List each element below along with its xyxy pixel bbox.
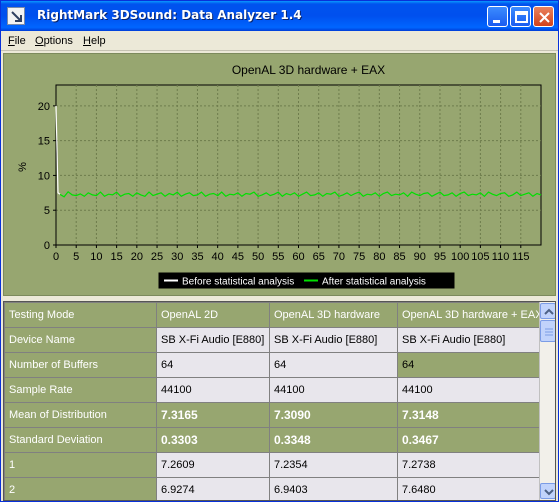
table-cell[interactable]: 7.3165 (156, 402, 270, 428)
x-tick-label: 55 (272, 251, 284, 263)
x-tick-label: 85 (393, 251, 405, 263)
row-header-cell[interactable]: Standard Deviation (4, 427, 157, 453)
table-cell[interactable]: 7.6480 (397, 477, 544, 500)
x-tick-label: 80 (373, 251, 385, 263)
x-tick-label: 100 (451, 251, 469, 263)
x-tick-label: 50 (252, 251, 264, 263)
x-tick-label: 60 (292, 251, 304, 263)
x-tick-label: 10 (90, 251, 102, 263)
y-tick-label: 15 (38, 136, 50, 148)
table-cell[interactable]: 64 (397, 352, 544, 378)
series-before-line (55, 105, 61, 195)
x-tick-label: 115 (512, 251, 530, 263)
table-cell[interactable]: 7.2738 (397, 452, 544, 478)
table-cell[interactable]: OpenAL 3D hardware (269, 302, 398, 328)
table-cell[interactable]: 7.3090 (269, 402, 398, 428)
y-tick-label: 10 (38, 170, 50, 182)
x-tick-label: 110 (492, 251, 510, 263)
app-arrow-icon[interactable] (7, 7, 25, 25)
x-tick-label: 90 (414, 251, 426, 263)
series-after-line (59, 190, 542, 198)
x-tick-label: 30 (171, 251, 183, 263)
menu-options[interactable]: Options (35, 35, 73, 47)
close-button[interactable] (533, 6, 554, 27)
legend-label: Before statistical analysis (182, 277, 294, 288)
x-tick-label: 35 (191, 251, 203, 263)
x-tick-label: 65 (313, 251, 325, 263)
scroll-thumb[interactable] (540, 320, 555, 342)
table-row[interactable]: 1 7.2609 7.2354 7.2738 (4, 452, 544, 478)
table-row[interactable]: 2 6.9274 6.9403 7.6480 (4, 477, 544, 500)
table-cell[interactable]: 0.3348 (269, 427, 398, 453)
x-tick-label: 15 (111, 251, 123, 263)
results-table: Testing Mode OpenAL 2D OpenAL 3D hardware O… (4, 302, 544, 500)
vertical-scrollbar[interactable] (539, 302, 555, 500)
menu-help[interactable]: Help (83, 35, 106, 47)
table-cell[interactable]: SB X-Fi Audio [E880] (269, 327, 398, 353)
table-row[interactable]: Mean of Distribution 7.3165 7.3090 7.3148 (4, 402, 544, 428)
table-cell[interactable]: 7.2354 (269, 452, 398, 478)
table-cell[interactable]: 0.3303 (156, 427, 270, 453)
row-header-cell[interactable]: Sample Rate (4, 377, 157, 403)
scroll-up-button[interactable] (540, 303, 555, 319)
table-cell[interactable]: SB X-Fi Audio [E880] (397, 327, 544, 353)
x-tick-label: 45 (232, 251, 244, 263)
table-cell[interactable]: 0.3467 (397, 427, 544, 453)
x-tick-label: 20 (131, 251, 143, 263)
table-row[interactable]: Device Name SB X-Fi Audio [E880] SB X-Fi A… (4, 327, 544, 353)
table-cell[interactable]: 6.9274 (156, 477, 270, 500)
row-header-cell[interactable]: Mean of Distribution (4, 402, 157, 428)
maximize-button[interactable] (510, 6, 531, 27)
minimize-button[interactable] (487, 6, 508, 27)
window-title: RightMark 3DSound: Data Analyzer 1.4 (37, 8, 302, 22)
table-cell[interactable]: 44100 (269, 377, 398, 403)
row-header-cell[interactable]: Device Name (4, 327, 157, 353)
table-cell[interactable]: 7.2609 (156, 452, 270, 478)
x-tick-label: 5 (73, 251, 79, 263)
results-grid: Testing Mode OpenAL 2D OpenAL 3D hardware O… (3, 301, 556, 501)
menu-file[interactable]: File (8, 35, 26, 47)
y-tick-label: 20 (38, 101, 50, 113)
table-cell[interactable]: 44100 (156, 377, 270, 403)
chart-panel: 0 5 10 15 20 25 30 35 40 45 50 55 60 65 70 75 80 85 90 95 10… (3, 53, 556, 296)
x-tick-label: 95 (434, 251, 446, 263)
scroll-down-button[interactable] (540, 483, 555, 499)
table-cell[interactable]: OpenAL 3D hardware + EAX (397, 302, 544, 328)
row-header-cell[interactable]: Testing Mode (4, 302, 157, 328)
table-cell[interactable]: 64 (156, 352, 270, 378)
table-cell[interactable]: OpenAL 2D (156, 302, 270, 328)
row-header-cell[interactable]: 1 (4, 452, 157, 478)
x-tick-label: 105 (471, 251, 489, 263)
legend-label: After statistical analysis (322, 277, 426, 288)
row-header-cell[interactable]: Number of Buffers (4, 352, 157, 378)
table-cell[interactable]: 7.3148 (397, 402, 544, 428)
x-tick-label: 0 (53, 251, 59, 263)
distribution-chart: 0 5 10 15 20 25 30 35 40 45 50 55 60 65 70 75 80 85 90 95 10… (17, 63, 542, 289)
table-cell[interactable]: SB X-Fi Audio [E880] (156, 327, 270, 353)
y-tick-label: 5 (44, 205, 50, 217)
table-row[interactable]: Standard Deviation 0.3303 0.3348 0.3467 (4, 427, 544, 453)
table-row[interactable]: Testing Mode OpenAL 2D OpenAL 3D hardware O… (4, 302, 544, 328)
y-tick-label: 0 (44, 240, 50, 252)
menu-bar: File Options Help (1, 31, 558, 51)
x-tick-label: 40 (212, 251, 224, 263)
x-tick-label: 70 (333, 251, 345, 263)
table-cell[interactable]: 6.9403 (269, 477, 398, 500)
table-cell[interactable]: 64 (269, 352, 398, 378)
title-bar[interactable]: RightMark 3DSound: Data Analyzer 1.4 (1, 1, 558, 31)
y-axis-label: % (17, 162, 29, 172)
chart-title: OpenAL 3D hardware + EAX (232, 63, 385, 77)
x-tick-label: 75 (353, 251, 365, 263)
row-header-cell[interactable]: 2 (4, 477, 157, 500)
table-row[interactable]: Sample Rate 44100 44100 44100 (4, 377, 544, 403)
x-tick-label: 25 (151, 251, 163, 263)
table-cell[interactable]: 44100 (397, 377, 544, 403)
table-row[interactable]: Number of Buffers 64 64 64 (4, 352, 544, 378)
